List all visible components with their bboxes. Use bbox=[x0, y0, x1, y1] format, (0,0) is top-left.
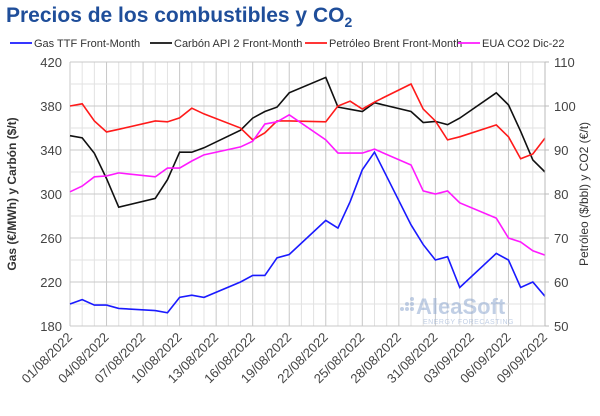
y2-tick-label: 60 bbox=[554, 275, 568, 290]
y2-axis-label: Petróleo ($/bbl) y CO2 (€/t) bbox=[577, 122, 591, 266]
y2-tick-label: 100 bbox=[554, 99, 576, 114]
series-lines bbox=[69, 76, 546, 314]
legend-label: Gas TTF Front-Month bbox=[34, 38, 140, 50]
y-tick-label: 380 bbox=[40, 99, 62, 114]
y-tick-label: 340 bbox=[40, 143, 62, 158]
y2-tick-label: 50 bbox=[554, 319, 568, 334]
series-line-1 bbox=[69, 76, 546, 209]
y-tick-label: 260 bbox=[40, 231, 62, 246]
series-line-0 bbox=[69, 150, 546, 314]
y2-tick-label: 110 bbox=[554, 55, 575, 70]
svg-text:ENERGY FORECASTING: ENERGY FORECASTING bbox=[423, 319, 514, 326]
y-tick-label: 300 bbox=[40, 187, 62, 202]
legend-label: EUA CO2 Dic-22 bbox=[482, 38, 565, 50]
y2-tick-label: 80 bbox=[554, 187, 568, 202]
series-line-2 bbox=[69, 82, 546, 160]
y-axis-label: Gas (€/MWh) y Carbón ($/t) bbox=[5, 117, 19, 270]
y-tick-label: 220 bbox=[40, 275, 62, 290]
chart-title: Precios de los combustibles y CO2 bbox=[6, 4, 353, 31]
y2-tick-label: 70 bbox=[554, 231, 568, 246]
axes: 180220260300340380420506070809010011001/… bbox=[18, 55, 575, 386]
y-tick-label: 180 bbox=[40, 319, 62, 334]
aleasoft-logo: AleaSoft ENERGY FORECASTING bbox=[400, 294, 514, 326]
series-line-3 bbox=[69, 113, 546, 256]
svg-text:AleaSoft: AleaSoft bbox=[416, 294, 506, 319]
grid bbox=[69, 61, 546, 327]
y-tick-label: 420 bbox=[40, 55, 62, 70]
title-subscript: 2 bbox=[344, 14, 353, 31]
y2-tick-label: 90 bbox=[554, 143, 568, 158]
legend-label: Petróleo Brent Front-Month bbox=[329, 38, 462, 50]
legend-label: Carbón API 2 Front-Month bbox=[174, 38, 302, 50]
legend: Gas TTF Front-Month Carbón API 2 Front-Mo… bbox=[10, 38, 565, 50]
